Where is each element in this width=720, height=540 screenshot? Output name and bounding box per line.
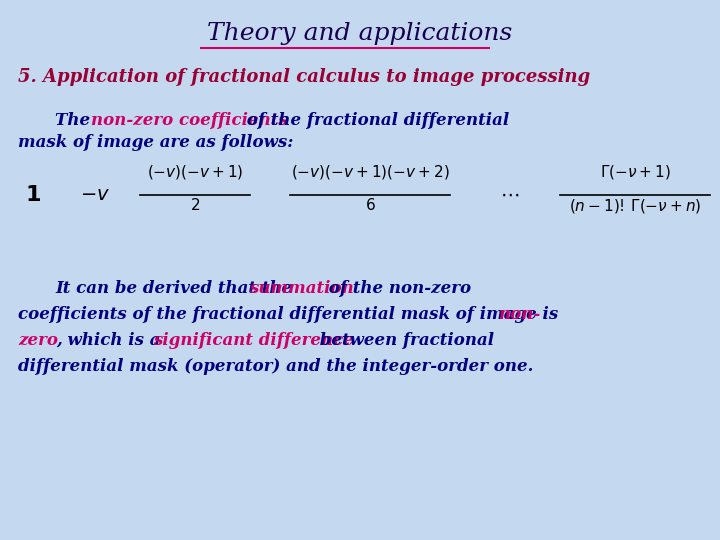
Text: 5. Application of fractional calculus to image processing: 5. Application of fractional calculus to…	[18, 68, 590, 86]
Text: of the fractional differential: of the fractional differential	[241, 112, 509, 129]
Text: differential mask (operator) and the integer-order one.: differential mask (operator) and the int…	[18, 358, 534, 375]
Text: zero: zero	[18, 332, 58, 349]
Text: $2$: $2$	[190, 197, 200, 213]
Text: between fractional: between fractional	[314, 332, 494, 349]
Text: , which is a: , which is a	[56, 332, 166, 349]
Text: non-zero coefficients: non-zero coefficients	[91, 112, 288, 129]
Text: summation: summation	[249, 280, 354, 297]
Text: The: The	[55, 112, 96, 129]
Text: coefficients of the fractional differential mask of image is: coefficients of the fractional different…	[18, 306, 564, 323]
Text: $\cdots$: $\cdots$	[500, 186, 520, 204]
Text: $6$: $6$	[364, 197, 375, 213]
Text: $(n-1)!\,\Gamma(-\nu+n)$: $(n-1)!\,\Gamma(-\nu+n)$	[569, 197, 701, 215]
Text: It can be derived that the: It can be derived that the	[55, 280, 298, 297]
Text: of the non-zero: of the non-zero	[323, 280, 471, 297]
Text: $(-v)(-v+1)$: $(-v)(-v+1)$	[147, 163, 243, 181]
Text: non-: non-	[498, 306, 540, 323]
Text: Theory and applications: Theory and applications	[207, 22, 513, 45]
Text: significant difference: significant difference	[153, 332, 354, 349]
Text: $(-v)(-v+1)(-v+2)$: $(-v)(-v+1)(-v+2)$	[291, 163, 449, 181]
Text: mask of image are as follows:: mask of image are as follows:	[18, 134, 293, 151]
Text: $-v$: $-v$	[80, 186, 110, 204]
Text: $\mathbf{1}$: $\mathbf{1}$	[25, 184, 41, 206]
Text: $\Gamma(-\nu+1)$: $\Gamma(-\nu+1)$	[600, 163, 670, 181]
